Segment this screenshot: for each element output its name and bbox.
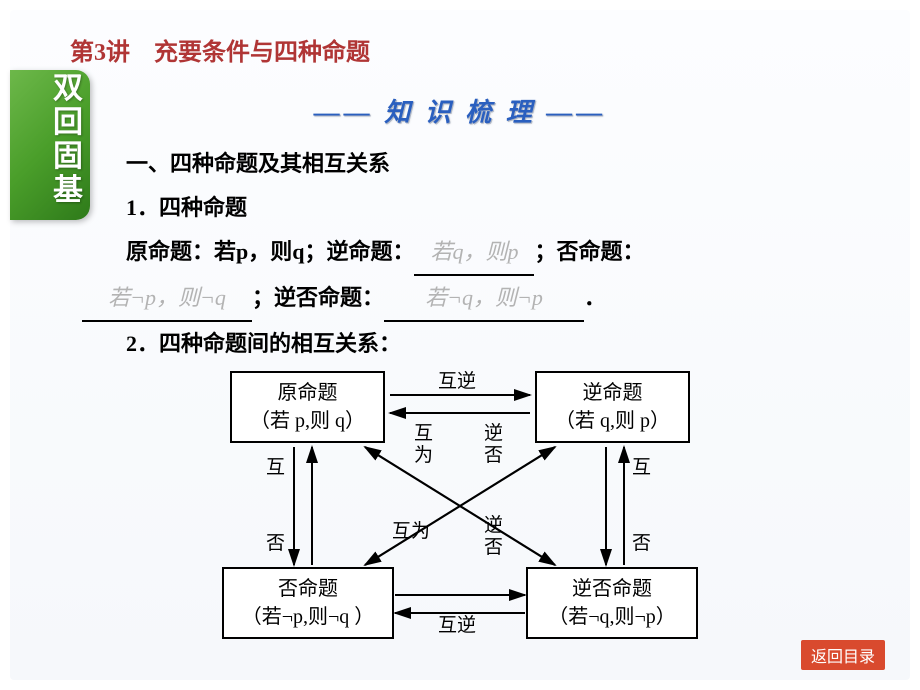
edge-diag-tr: 逆 否 bbox=[484, 423, 503, 467]
box-negation-line2: （若¬p,则¬q ） bbox=[236, 603, 380, 631]
edge-left-bot: 否 bbox=[266, 533, 285, 555]
edge-right-top: 互 bbox=[632, 457, 651, 479]
blank-negation-text: 若¬p，则¬q bbox=[108, 285, 226, 310]
blank-contrapositive-text: 若¬q，则¬p bbox=[425, 285, 543, 310]
propositions-diagram: 原命题 （若 p,则 q） 逆命题 （若 q,则 p） 否命题 （若¬p,则¬q… bbox=[220, 365, 700, 645]
para-3a: ；逆否命题： bbox=[252, 285, 384, 310]
heading-1: 一、四种命题及其相互关系 bbox=[82, 142, 882, 186]
box-negation-line1: 否命题 bbox=[236, 575, 380, 603]
box-contrapositive-line2: （若¬q,则¬p） bbox=[540, 603, 684, 631]
edge-diag-bl: 互为 bbox=[392, 521, 430, 543]
para-1: 1．四种命题 bbox=[82, 186, 882, 230]
para-4: 2．四种命题间的相互关系： bbox=[82, 322, 882, 366]
para-2a: 原命题：若p，则q；逆命题： bbox=[126, 239, 414, 264]
box-inverse: 逆命题 （若 q,则 p） bbox=[535, 371, 690, 443]
edge-bottom: 互逆 bbox=[438, 615, 476, 637]
blank-contrapositive: 若¬q，则¬p bbox=[384, 276, 584, 322]
blank-inverse-text: 若q，则p bbox=[430, 239, 518, 264]
edge-diag-tl: 互 为 bbox=[414, 423, 433, 467]
section-subtitle: —— 知 识 梳 理 —— bbox=[10, 92, 910, 129]
edge-right-bot: 否 bbox=[632, 533, 651, 555]
content-block: 一、四种命题及其相互关系 1．四种命题 原命题：若p，则q；逆命题： 若q，则p ；… bbox=[82, 142, 882, 366]
box-negation: 否命题 （若¬p,则¬q ） bbox=[222, 567, 394, 639]
blank-negation: 若¬p，则¬q bbox=[82, 276, 252, 322]
box-contrapositive: 逆否命题 （若¬q,则¬p） bbox=[526, 567, 698, 639]
edge-top: 互逆 bbox=[438, 371, 476, 393]
edge-diag-br: 逆 否 bbox=[484, 515, 503, 559]
para-3: 若¬p，则¬q ；逆否命题： 若¬q，则¬p ． bbox=[82, 276, 882, 322]
box-original: 原命题 （若 p,则 q） bbox=[230, 371, 385, 443]
box-original-line2: （若 p,则 q） bbox=[244, 407, 371, 435]
box-original-line1: 原命题 bbox=[244, 379, 371, 407]
edge-left-top: 互 bbox=[266, 457, 285, 479]
lecture-title: 第3讲 充要条件与四种命题 bbox=[70, 32, 370, 67]
para-2b: ；否命题： bbox=[534, 239, 644, 264]
para-2: 原命题：若p，则q；逆命题： 若q，则p ；否命题： bbox=[82, 230, 882, 276]
box-inverse-line1: 逆命题 bbox=[549, 379, 676, 407]
para-3b: ． bbox=[584, 285, 606, 310]
return-button[interactable]: 返回目录 bbox=[801, 640, 885, 670]
blank-inverse: 若q，则p bbox=[414, 230, 534, 276]
slide: 第3讲 充要条件与四种命题 双 回 固 基 —— 知 识 梳 理 —— 一、四种… bbox=[10, 10, 910, 680]
box-inverse-line2: （若 q,则 p） bbox=[549, 407, 676, 435]
box-contrapositive-line1: 逆否命题 bbox=[540, 575, 684, 603]
